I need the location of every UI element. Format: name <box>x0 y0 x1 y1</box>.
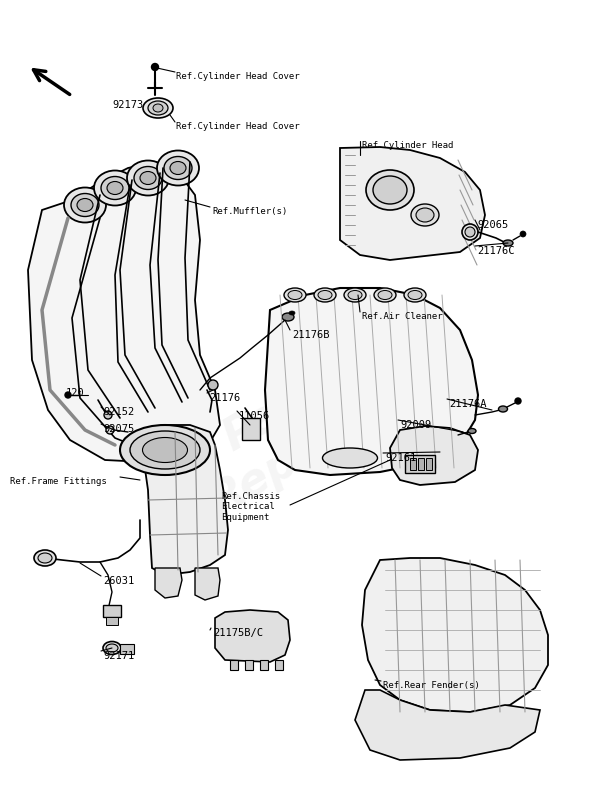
Polygon shape <box>140 425 228 575</box>
Text: Ref.Cylinder Head Cover: Ref.Cylinder Head Cover <box>176 122 300 131</box>
Ellipse shape <box>77 198 93 212</box>
Ellipse shape <box>318 291 332 300</box>
Ellipse shape <box>127 161 169 196</box>
Text: 92161: 92161 <box>385 453 416 463</box>
Ellipse shape <box>284 288 306 302</box>
Ellipse shape <box>140 172 156 185</box>
Ellipse shape <box>103 642 121 654</box>
Ellipse shape <box>153 104 163 112</box>
Text: 92171: 92171 <box>103 651 134 661</box>
Bar <box>405 455 435 473</box>
Ellipse shape <box>106 644 118 652</box>
Ellipse shape <box>416 208 434 222</box>
Ellipse shape <box>38 553 52 563</box>
Ellipse shape <box>101 177 129 200</box>
Ellipse shape <box>468 428 476 434</box>
Text: 21176: 21176 <box>209 393 240 403</box>
Circle shape <box>465 227 475 237</box>
Ellipse shape <box>130 431 200 469</box>
Ellipse shape <box>170 161 186 174</box>
Ellipse shape <box>143 438 187 463</box>
Text: Parts
Republic: Parts Republic <box>178 336 410 524</box>
Circle shape <box>104 411 112 419</box>
Ellipse shape <box>314 288 336 302</box>
Bar <box>275 660 283 670</box>
Ellipse shape <box>164 157 192 180</box>
Text: 92065: 92065 <box>477 220 508 230</box>
Bar <box>242 418 260 440</box>
Ellipse shape <box>288 291 302 300</box>
Bar <box>260 660 268 670</box>
Ellipse shape <box>378 291 392 300</box>
Polygon shape <box>362 558 548 712</box>
Circle shape <box>106 426 114 434</box>
Circle shape <box>462 224 478 240</box>
Polygon shape <box>155 430 200 480</box>
Bar <box>418 458 424 470</box>
Text: 92173: 92173 <box>112 100 143 110</box>
Ellipse shape <box>34 550 56 566</box>
Ellipse shape <box>503 240 513 246</box>
Ellipse shape <box>366 170 414 210</box>
Ellipse shape <box>373 176 407 204</box>
Polygon shape <box>195 568 220 600</box>
Ellipse shape <box>148 101 168 115</box>
Polygon shape <box>340 147 485 260</box>
Bar <box>426 458 432 470</box>
Ellipse shape <box>143 98 173 118</box>
Ellipse shape <box>64 188 106 222</box>
Text: 21176B: 21176B <box>292 330 329 340</box>
Polygon shape <box>155 568 182 598</box>
Text: 92152: 92152 <box>103 407 134 417</box>
Text: Ref.Air Cleaner: Ref.Air Cleaner <box>362 312 442 321</box>
Bar <box>120 644 134 654</box>
Ellipse shape <box>71 193 99 217</box>
Polygon shape <box>265 288 478 475</box>
Bar <box>106 617 118 625</box>
Bar <box>230 660 238 670</box>
Circle shape <box>65 392 71 398</box>
Bar <box>410 458 416 470</box>
Ellipse shape <box>498 406 508 412</box>
Ellipse shape <box>408 291 422 300</box>
Text: Ref.Rear Fender(s): Ref.Rear Fender(s) <box>383 681 480 690</box>
Polygon shape <box>215 610 290 662</box>
Ellipse shape <box>107 181 123 194</box>
Ellipse shape <box>323 448 378 468</box>
Bar <box>103 605 121 617</box>
Text: 21175B/C: 21175B/C <box>213 628 263 638</box>
Polygon shape <box>355 690 540 760</box>
Ellipse shape <box>289 311 295 315</box>
Bar <box>245 660 253 670</box>
Ellipse shape <box>404 288 426 302</box>
Ellipse shape <box>348 291 362 300</box>
Ellipse shape <box>344 288 366 302</box>
Text: 11056: 11056 <box>239 411 270 421</box>
Ellipse shape <box>411 204 439 226</box>
Text: 120: 120 <box>66 388 85 398</box>
Ellipse shape <box>374 288 396 302</box>
Text: 21176C: 21176C <box>477 246 515 256</box>
Circle shape <box>515 398 521 404</box>
Text: Ref.Chassis
Electrical
Equipment: Ref.Chassis Electrical Equipment <box>221 492 280 522</box>
Polygon shape <box>390 426 478 485</box>
Text: 26031: 26031 <box>103 576 134 586</box>
Polygon shape <box>28 162 220 462</box>
Ellipse shape <box>134 166 162 189</box>
Text: Ref.Muffler(s): Ref.Muffler(s) <box>212 207 287 216</box>
Circle shape <box>520 231 526 237</box>
Text: Ref.Cylinder Head Cover: Ref.Cylinder Head Cover <box>176 72 300 81</box>
Ellipse shape <box>282 313 294 321</box>
Ellipse shape <box>157 150 199 185</box>
Text: Ref.Cylinder Head: Ref.Cylinder Head <box>362 141 454 150</box>
Text: 21176A: 21176A <box>449 399 487 409</box>
Circle shape <box>208 380 218 390</box>
Text: Ref.Frame Fittings: Ref.Frame Fittings <box>10 477 107 486</box>
Circle shape <box>151 63 158 70</box>
Text: 92075: 92075 <box>103 424 134 434</box>
Text: 92009: 92009 <box>400 420 431 430</box>
Ellipse shape <box>94 170 136 205</box>
Ellipse shape <box>120 425 210 475</box>
